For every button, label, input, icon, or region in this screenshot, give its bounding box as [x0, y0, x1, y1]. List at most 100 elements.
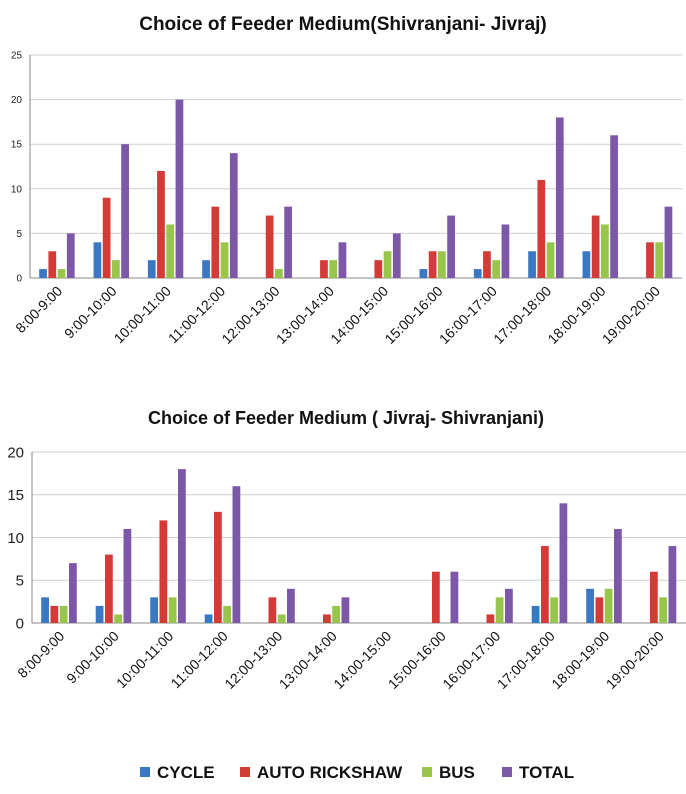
bar-bus [220, 242, 229, 278]
x-tick-label: 10:00-11:00 [111, 283, 175, 347]
bar-auto-rickshaw [211, 206, 220, 278]
bar-total [505, 588, 513, 623]
bar-total [287, 588, 295, 623]
bar-total [341, 597, 350, 623]
x-tick-labels: 8:00-9:009:00-10:0010:00-11:0011:00-12:0… [12, 283, 663, 347]
y-tick-labels: 0 5 10 15 20 25 [11, 51, 23, 285]
bar-bus [492, 260, 501, 278]
bar-total [175, 99, 184, 278]
bar-cycle [204, 614, 213, 623]
bar-auto-rickshaw [157, 170, 165, 278]
bar-total [66, 233, 75, 278]
x-tick-label: 9:00-10:00 [63, 628, 122, 687]
bar-auto-rickshaw [649, 571, 658, 623]
bar-auto-rickshaw [595, 597, 604, 623]
bar-bus [604, 588, 613, 623]
bar-auto-rickshaw [646, 242, 654, 278]
x-tick-label: 17:00-18:00 [494, 628, 558, 692]
bar-cycle [150, 597, 158, 623]
bar-total [121, 144, 129, 278]
x-tick-label: 12:00-13:00 [221, 628, 285, 692]
bar-bus [112, 260, 120, 278]
bar-total [664, 206, 673, 278]
legend-swatch-cycle [140, 767, 150, 777]
y-tick-label: 10 [7, 530, 24, 547]
y-tick-label: 10 [11, 184, 23, 195]
bar-cycle [95, 605, 104, 623]
bar-auto-rickshaw [591, 215, 600, 278]
bar-auto-rickshaw [483, 251, 491, 278]
bar-bus [57, 269, 66, 278]
x-tick-label: 9:00-10:00 [61, 283, 120, 342]
bar-bus [223, 605, 232, 623]
bar-total [450, 571, 459, 623]
y-tick-label: 15 [11, 140, 23, 151]
bar-bus [114, 614, 123, 623]
bar-cycle [202, 260, 210, 278]
bar-auto-rickshaw [322, 614, 331, 623]
bar-cycle [582, 251, 591, 278]
bar-cycle [41, 597, 49, 623]
x-tick-label: 13:00-14:00 [276, 628, 340, 692]
bar-total [69, 563, 77, 623]
axes [31, 452, 686, 624]
x-tick-label: 16:00-17:00 [439, 628, 503, 692]
bar-bus [59, 605, 68, 623]
bar-cycle [419, 269, 428, 278]
x-tick-label: 10:00-11:00 [113, 628, 177, 692]
bar-auto-rickshaw [374, 260, 383, 278]
x-tick-label: 19:00-20:00 [603, 628, 667, 692]
legend-label-cycle: CYCLE [157, 763, 215, 782]
bar-cycle [39, 269, 47, 278]
bar-auto-rickshaw [428, 251, 437, 278]
bar-cycle [528, 251, 536, 278]
bar-bus [332, 605, 341, 623]
bar-bus [495, 597, 504, 623]
bar-total [338, 242, 347, 278]
bar-auto-rickshaw [104, 554, 113, 623]
bar-total [614, 528, 622, 623]
x-tick-label: 8:00-9:00 [14, 628, 67, 681]
legend-swatch-auto-rickshaw [240, 767, 250, 777]
bar-auto-rickshaw [159, 520, 168, 623]
x-tick-label: 19:00-20:00 [599, 283, 663, 347]
y-tick-label: 5 [16, 573, 24, 590]
bar-total [284, 206, 292, 278]
bar-cycle [586, 588, 594, 623]
bar-auto-rickshaw [320, 260, 328, 278]
y-tick-labels: 0 5 10 15 20 [7, 444, 24, 632]
y-tick-label: 15 [7, 487, 24, 504]
y-tick-label: 5 [16, 229, 22, 240]
bar-auto-rickshaw [540, 546, 549, 623]
bar-total [232, 486, 241, 623]
bar-total [555, 117, 564, 278]
bar-total [178, 469, 186, 623]
legend: CYCLE AUTO RICKSHAW BUS TOTAL [140, 763, 574, 782]
x-tick-label: 15:00-16:00 [385, 628, 449, 692]
bar-auto-rickshaw [50, 605, 59, 623]
axes [29, 55, 682, 279]
legend-swatch-bus [422, 767, 432, 777]
bar-auto-rickshaw [265, 215, 274, 278]
bars [39, 99, 673, 278]
bar-auto-rickshaw [431, 571, 440, 623]
bar-auto-rickshaw [537, 179, 546, 278]
bar-total [229, 153, 238, 278]
bar-bus [166, 224, 175, 278]
bar-bus [601, 224, 609, 278]
bar-bus [546, 242, 555, 278]
bar-bus [655, 242, 664, 278]
bar-cycle [531, 605, 540, 623]
bar-bus [438, 251, 446, 278]
bar-total [501, 224, 510, 278]
bar-cycle [473, 269, 482, 278]
y-tick-label: 0 [16, 274, 22, 285]
bar-auto-rickshaw [486, 614, 495, 623]
x-tick-labels: 8:00-9:009:00-10:0010:00-11:0011:00-12:0… [14, 628, 667, 692]
y-tick-label: 20 [11, 95, 23, 106]
legend-label-auto-rickshaw: AUTO RICKSHAW [257, 763, 403, 782]
chart-title: Choice of Feeder Medium(Shivranjani- Jiv… [139, 14, 547, 35]
y-tick-label: 0 [16, 615, 24, 632]
bar-bus [383, 251, 392, 278]
